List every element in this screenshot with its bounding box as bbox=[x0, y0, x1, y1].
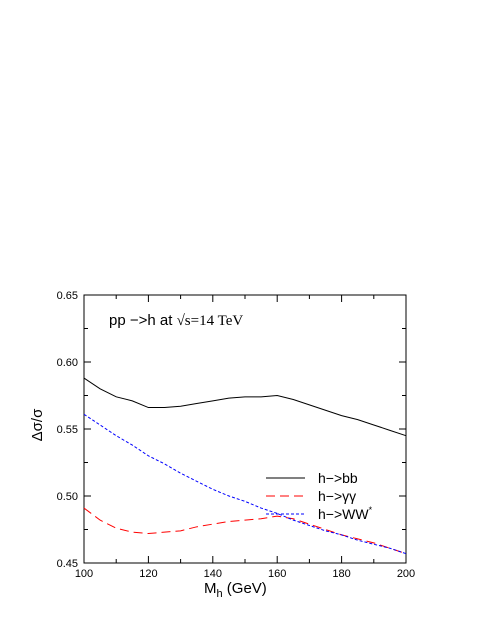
annotation-sqrt: √ bbox=[177, 313, 186, 329]
legend-label-ww-sup: * bbox=[369, 505, 373, 515]
legend-label-bb: h−>bb bbox=[318, 470, 358, 486]
x-axis-label-sub: h bbox=[217, 588, 223, 600]
y-tick-label: 0.65 bbox=[57, 290, 78, 302]
x-tick-label: 180 bbox=[332, 568, 350, 580]
y-tick-label: 0.60 bbox=[57, 357, 78, 369]
series-line-gammagamma bbox=[83, 507, 407, 555]
annotation-prefix: pp −>h at bbox=[109, 312, 177, 329]
x-tick-label: 100 bbox=[75, 568, 93, 580]
legend: h−>bb h−>γγ h−>WW* bbox=[266, 470, 373, 522]
axis-ticks: 100 120 140 160 180 200 0.45 0.50 0.55 0.60 0.65 bbox=[57, 290, 416, 580]
legend-label-ww: h−>WW* bbox=[318, 505, 373, 522]
x-axis-label: Mh (GeV) bbox=[204, 580, 267, 600]
x-tick-label: 140 bbox=[204, 568, 222, 580]
series-line-bb bbox=[83, 377, 407, 437]
y-tick-label: 0.55 bbox=[57, 424, 78, 436]
x-tick-label: 160 bbox=[268, 568, 286, 580]
series-lines bbox=[83, 377, 407, 555]
y-tick-label: 0.50 bbox=[57, 491, 78, 503]
y-axis-label: Δσ/σ bbox=[29, 408, 46, 441]
series-line-ww bbox=[83, 413, 407, 555]
plot-frame bbox=[83, 294, 407, 564]
x-axis-label-main: M bbox=[204, 580, 217, 597]
legend-label-ww-main: h−>WW bbox=[318, 506, 369, 522]
annotation-rest: s=14 TeV bbox=[185, 313, 244, 329]
legend-label-gammagamma: h−>γγ bbox=[318, 488, 356, 504]
chart-annotation: pp −>h at √s=14 TeV bbox=[109, 312, 243, 329]
x-tick-label: 120 bbox=[139, 568, 157, 580]
y-tick-label: 0.45 bbox=[57, 558, 78, 570]
x-tick-label: 200 bbox=[397, 568, 415, 580]
x-axis-label-rest: (GeV) bbox=[223, 580, 267, 597]
